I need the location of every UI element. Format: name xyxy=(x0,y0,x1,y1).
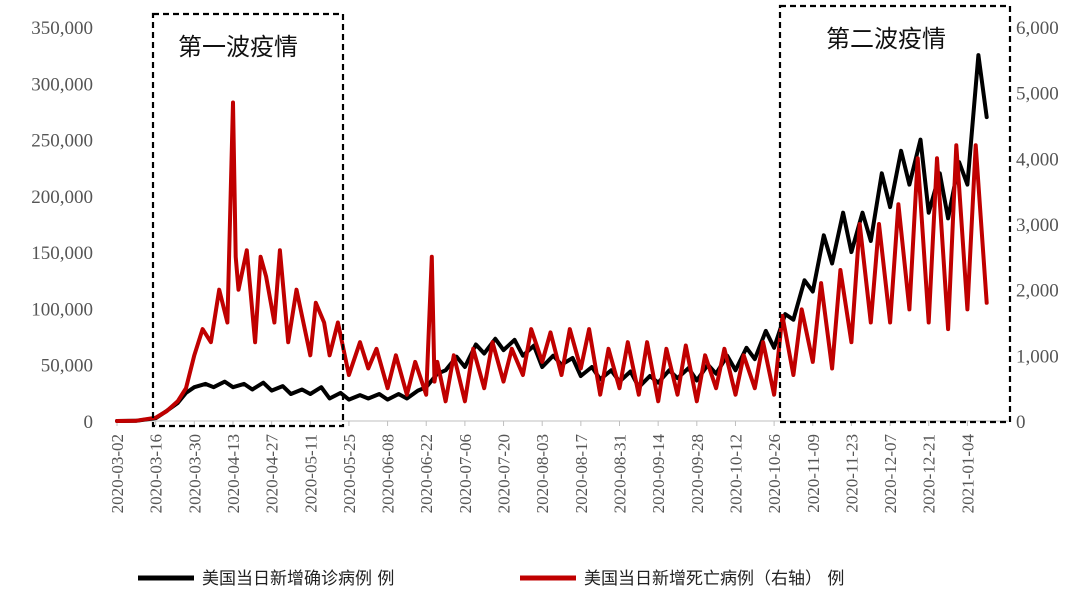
series-line-deaths xyxy=(115,100,989,423)
legend-label-deaths: 美国当日新增死亡病例（右轴） 例 xyxy=(584,569,844,589)
x-tick-label: 2020-08-17 xyxy=(572,434,591,514)
x-tick-label: 2020-09-28 xyxy=(688,434,707,513)
x-tick-label: 2020-09-14 xyxy=(649,434,668,514)
right-axis-tick-label: 2,000 xyxy=(1016,281,1059,302)
x-tick-label: 2020-06-08 xyxy=(379,434,398,513)
x-tick-label: 2020-03-02 xyxy=(108,434,127,513)
left-axis-tick-label: 150,000 xyxy=(31,243,93,264)
x-tick-label: 2020-06-22 xyxy=(417,434,436,513)
second-wave-box xyxy=(778,4,1012,424)
x-tick-label: 2020-04-27 xyxy=(263,434,282,514)
x-tick-label: 2020-04-13 xyxy=(224,434,243,513)
left-axis-tick-label: 350,000 xyxy=(31,18,93,39)
x-tick-label: 2020-10-26 xyxy=(765,434,784,513)
right-axis-tick-label: 4,000 xyxy=(1016,149,1059,170)
legend-label-confirmed: 美国当日新增确诊病例 例 xyxy=(202,569,394,589)
right-axis-tick-label: 5,000 xyxy=(1016,84,1059,105)
right-axis-tick-label: 6,000 xyxy=(1016,18,1059,39)
series-line-confirmed xyxy=(115,53,989,423)
right-axis-tick-label: 3,000 xyxy=(1016,215,1059,236)
left-axis-tick-label: 50,000 xyxy=(41,356,93,377)
x-tick-marks xyxy=(116,421,968,426)
legend: 美国当日新增确诊病例 例 美国当日新增死亡病例（右轴） 例 xyxy=(138,569,844,589)
x-tick-label: 2020-10-12 xyxy=(726,434,745,513)
right-axis-tick-label: 1,000 xyxy=(1016,346,1059,367)
left-axis-tick-label: 200,000 xyxy=(31,187,93,208)
x-tick-labels: 2020-03-02 2020-03-16 2020-03-30 2020-04-13… xyxy=(108,434,977,514)
left-axis-tick-label: 300,000 xyxy=(31,74,93,95)
left-axis-tick-label: 250,000 xyxy=(31,131,93,152)
left-axis-tick-labels: 0 50,000 100,000 150,000 200,000 250,000 300,0… xyxy=(31,18,93,433)
x-tick-label: 2020-05-11 xyxy=(301,434,320,513)
x-tick-label: 2020-08-03 xyxy=(533,434,552,513)
second-wave-label: 第二波疫情 xyxy=(826,25,946,53)
left-axis-tick-label: 100,000 xyxy=(31,299,93,320)
right-axis-tick-labels: 0 1,000 2,000 3,000 4,000 5,000 6,000 xyxy=(1016,18,1059,433)
first-wave-box xyxy=(151,12,345,428)
x-tick-label: 2020-11-23 xyxy=(842,434,861,513)
x-tick-label: 2020-07-20 xyxy=(495,434,514,513)
x-tick-label: 2020-03-30 xyxy=(185,434,204,513)
x-tick-label: 2020-08-31 xyxy=(611,434,630,513)
x-tick-label: 2020-07-06 xyxy=(456,434,475,513)
x-tick-label: 2020-05-25 xyxy=(340,434,359,513)
right-axis-tick-label: 0 xyxy=(1016,412,1026,433)
x-tick-label: 2020-03-16 xyxy=(147,434,166,513)
x-tick-label: 2020-12-07 xyxy=(881,434,900,514)
first-wave-label: 第一波疫情 xyxy=(178,33,298,61)
left-axis-tick-label: 0 xyxy=(84,412,94,433)
x-tick-label: 2020-12-21 xyxy=(920,434,939,513)
x-tick-label: 2021-01-04 xyxy=(958,434,977,514)
x-tick-label: 2020-11-09 xyxy=(804,434,823,513)
